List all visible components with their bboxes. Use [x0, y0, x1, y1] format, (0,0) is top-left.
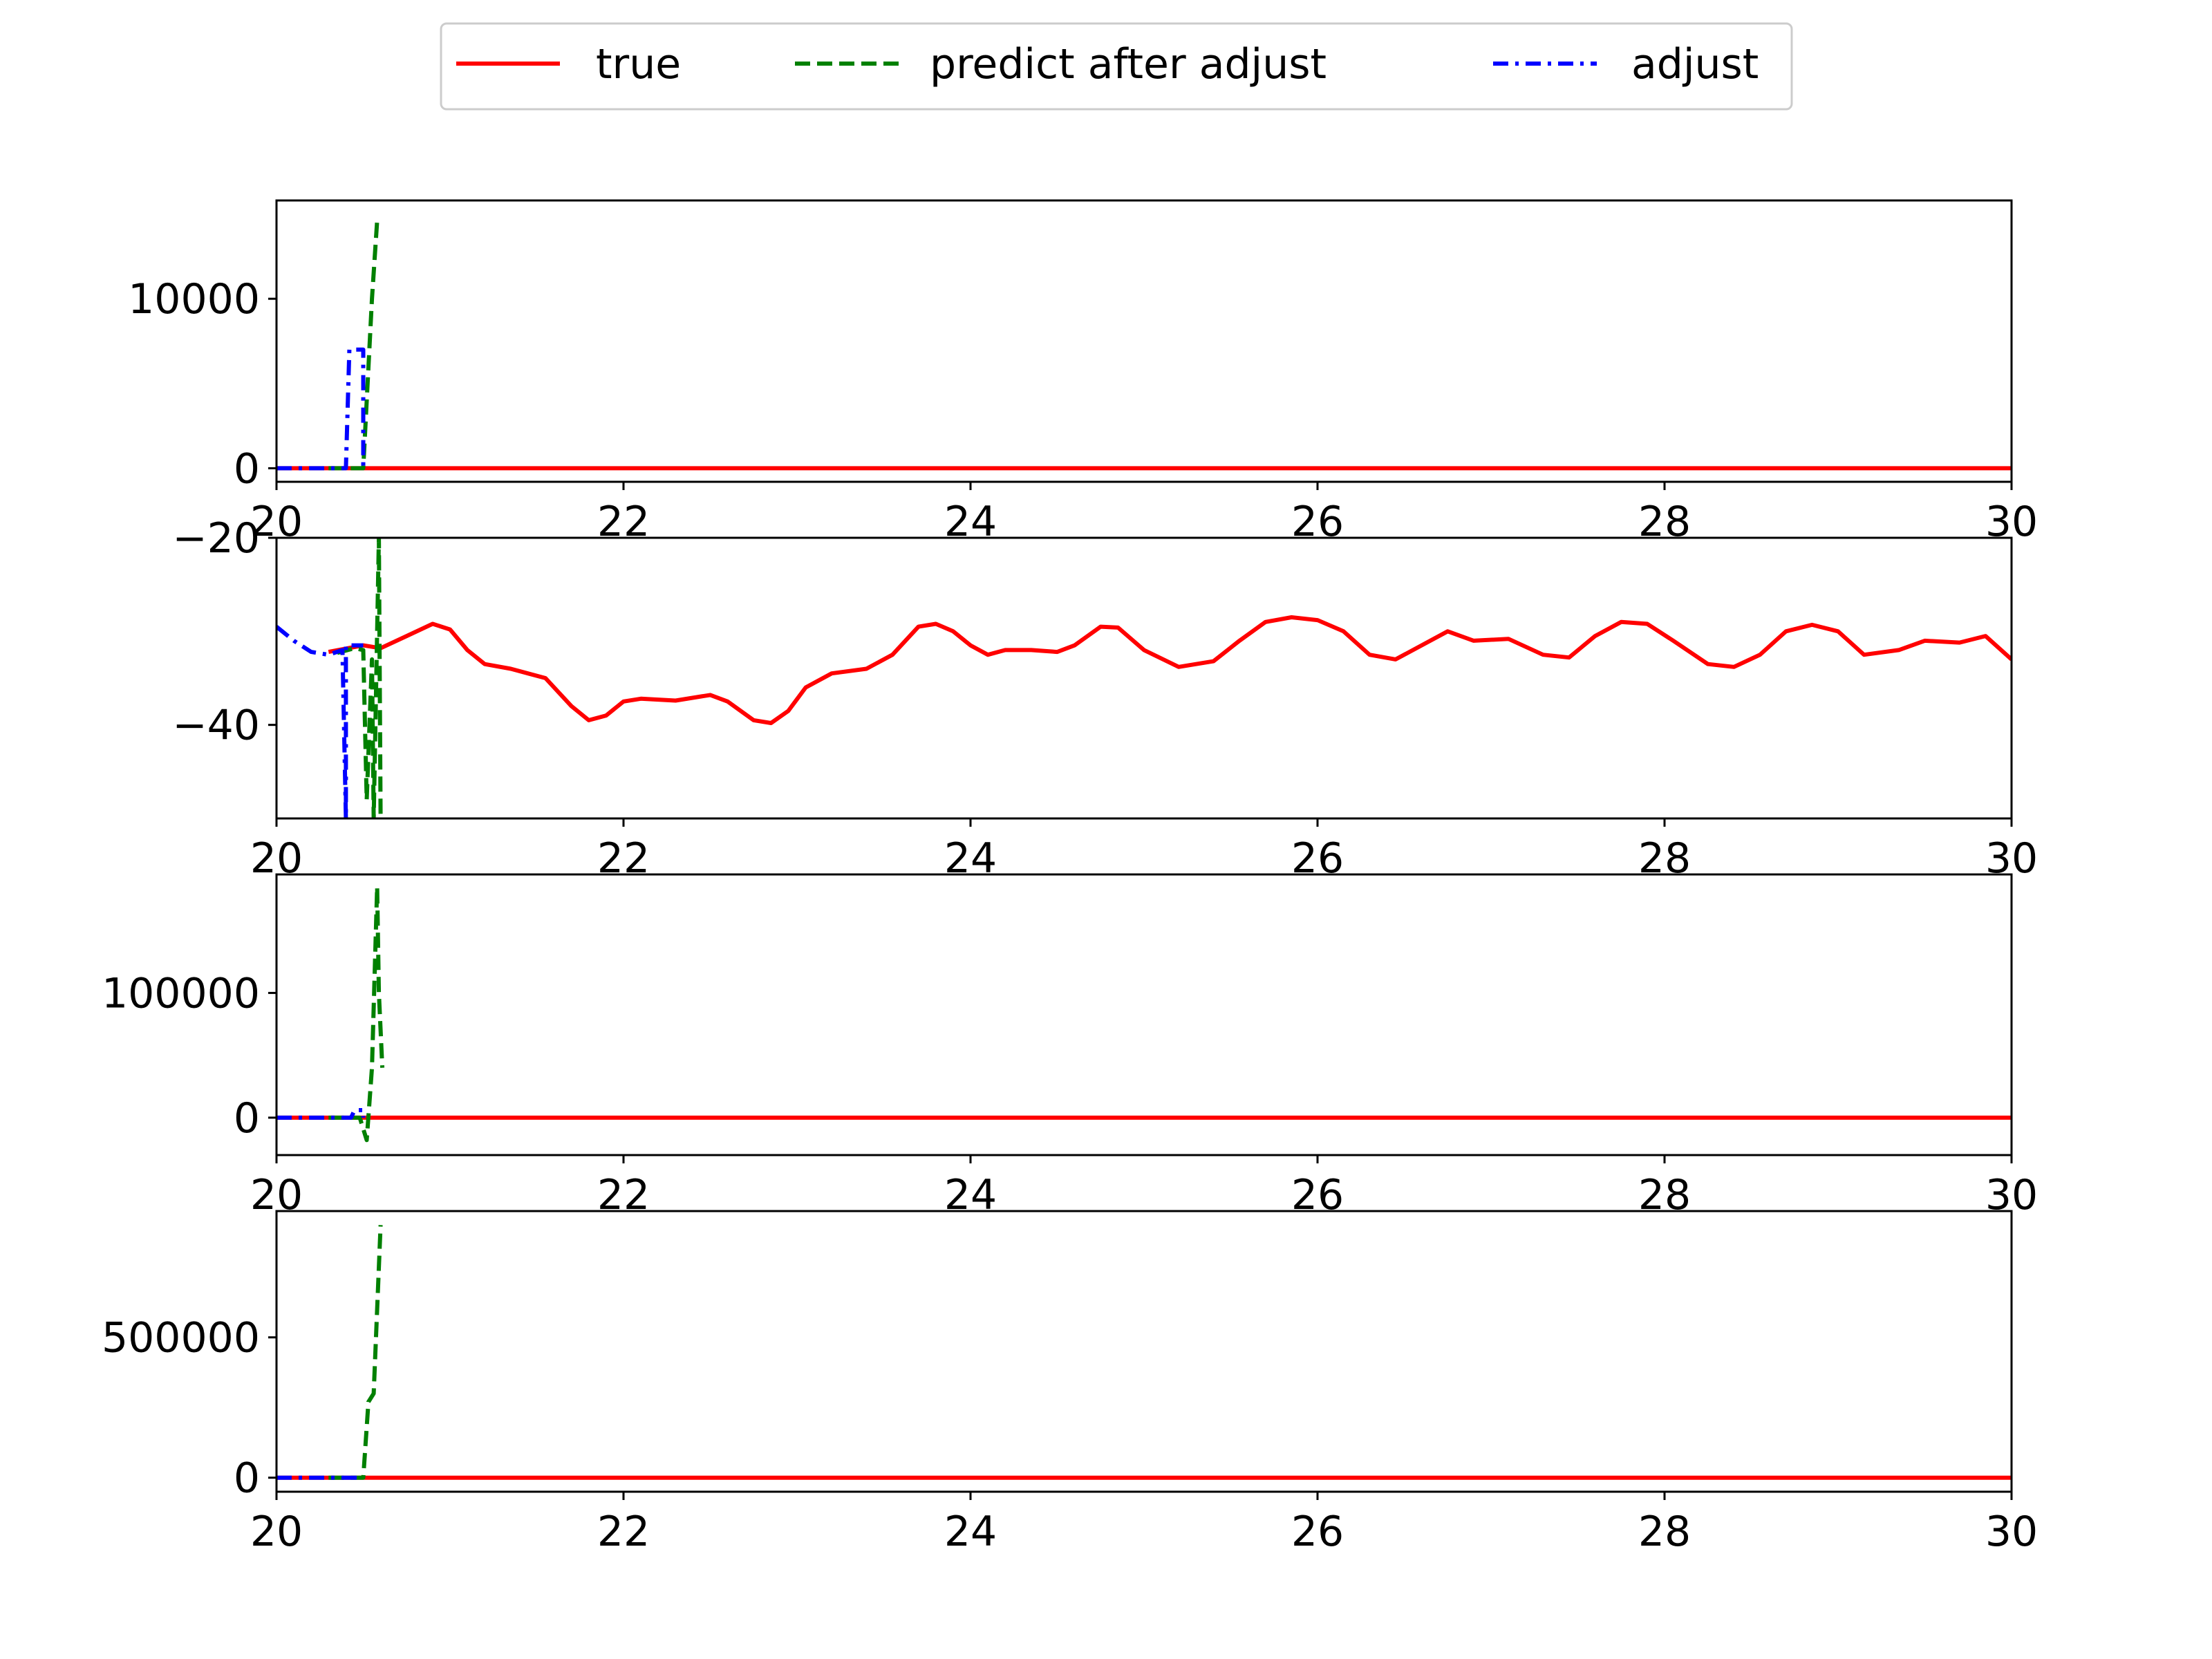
y-tick-label: −40	[172, 702, 260, 750]
x-tick-label: 20	[250, 1508, 303, 1556]
series-line-predict-after-adjust	[328, 221, 379, 471]
series-line-adjust	[276, 625, 364, 818]
plot-area	[276, 1225, 2012, 1480]
y-tick-label: 100000	[102, 969, 260, 1018]
subplot-2: 20 22 24 26 28 30−20−40	[172, 514, 2038, 883]
axes-frame	[275, 536, 2013, 820]
legend-entry-true: true	[456, 40, 681, 88]
legend-label: adjust	[1631, 40, 1759, 88]
subplot-4: 20 22 24 26 28 30 0 500000	[102, 1210, 2038, 1556]
series-line-predict-after-adjust	[328, 1225, 383, 1480]
series-line-adjust	[276, 347, 366, 471]
legend: true predict after adjust adjust	[440, 22, 1793, 111]
x-tick-label: 30	[1985, 1508, 2038, 1556]
legend-entry-adjust: adjust	[1493, 40, 1759, 88]
plot-area	[276, 221, 2012, 471]
y-tick-label: 500000	[102, 1314, 260, 1362]
plot-area	[276, 885, 2012, 1143]
y-tick-label: 10000	[128, 275, 260, 324]
legend-frame	[440, 22, 1793, 111]
x-tick-label: 28	[1638, 1508, 1691, 1556]
y-tick-label: 0	[234, 444, 260, 493]
legend-entry-predict-after-adjust: predict after adjust	[795, 40, 1327, 88]
axes-frame	[275, 199, 2013, 483]
y-tick-label: 0	[234, 1094, 260, 1143]
plot-area	[276, 538, 2012, 818]
axes-frame	[275, 1210, 2013, 1493]
series-line-predict-after-adjust	[328, 885, 385, 1143]
x-tick-label: 22	[597, 1508, 650, 1556]
axes-frame	[275, 873, 2013, 1156]
x-tick-label: 26	[1291, 1508, 1344, 1556]
legend-label: true	[596, 40, 681, 88]
legend-label: predict after adjust	[930, 40, 1327, 88]
series-line-predict-after-adjust	[337, 538, 383, 818]
series-line-true	[328, 615, 2012, 725]
y-tick-label: 0	[234, 1454, 260, 1503]
x-tick-label: 24	[944, 1508, 997, 1556]
series-line-adjust	[276, 1108, 366, 1120]
y-tick-label: −20	[172, 514, 260, 563]
